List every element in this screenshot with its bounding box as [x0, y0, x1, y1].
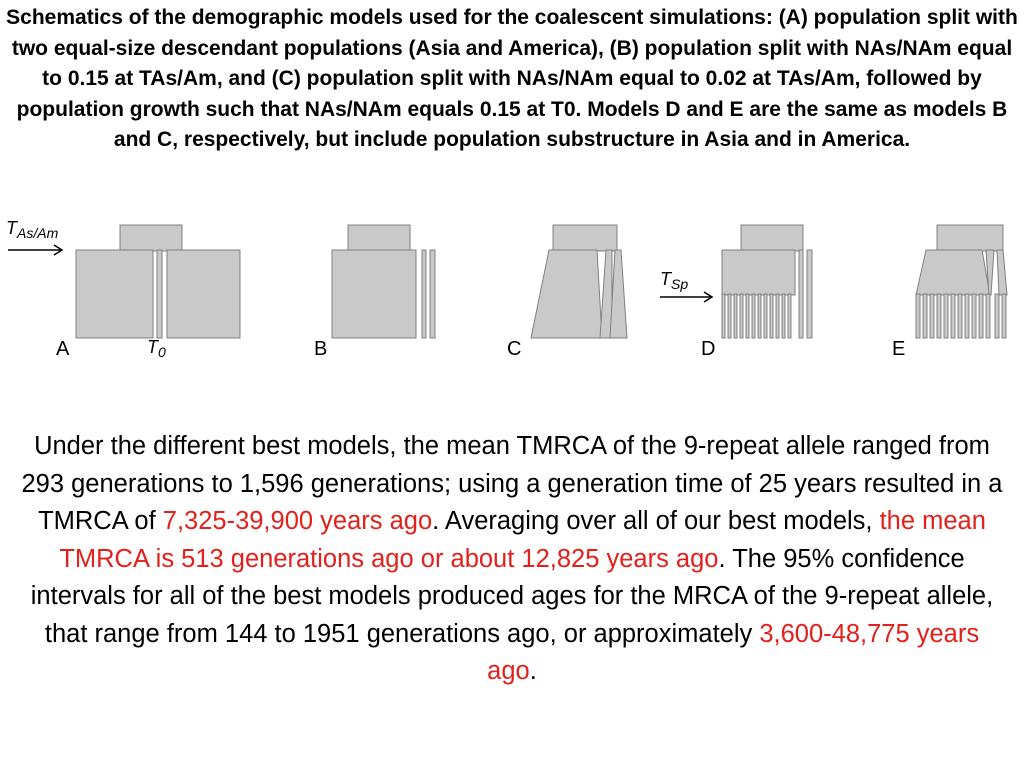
t0-label: T0 — [147, 337, 166, 360]
highlight-mean-tmrca: the mean TMRCA is 513 generations ago or… — [59, 507, 986, 573]
t-sp-label: TSp — [660, 269, 688, 292]
t-sp-arrow-icon — [660, 291, 714, 303]
t-split-label: TAs/Am — [6, 218, 59, 241]
summary-text-3: . The 95% confidence intervals for all o… — [30, 544, 994, 648]
figure-caption: Schematics of the demographic models use… — [6, 6, 1018, 151]
summary-paragraph: Under the different best models, the mea… — [18, 428, 1006, 691]
highlight-ci-years: 3,600-48,775 years ago — [487, 619, 980, 686]
panel-label-e: E — [892, 338, 905, 360]
model-c-diagram — [530, 224, 628, 339]
summary-text-4: . — [529, 657, 537, 685]
t-split-arrow-icon — [8, 244, 64, 256]
highlight-year-range: 7,325-39,900 years ago — [162, 507, 433, 535]
panel-label-c: C — [507, 338, 521, 360]
model-e-diagram — [915, 224, 1008, 339]
panel-label-d: D — [701, 338, 715, 360]
model-d-diagram — [721, 224, 813, 339]
demographic-models-figure: TAs/Am TSp T0 A B C D E — [0, 205, 1024, 375]
model-a-diagram — [75, 224, 241, 339]
summary-text-1: Under the different best models, the mea… — [21, 432, 1003, 535]
panel-label-a: A — [56, 338, 70, 360]
models-schematic: TAs/Am TSp T0 A B C D E — [6, 218, 1008, 360]
model-b-diagram — [331, 224, 436, 339]
panel-label-b: B — [314, 338, 327, 360]
summary-text-2: . Averaging over all of our best models, — [432, 507, 880, 535]
